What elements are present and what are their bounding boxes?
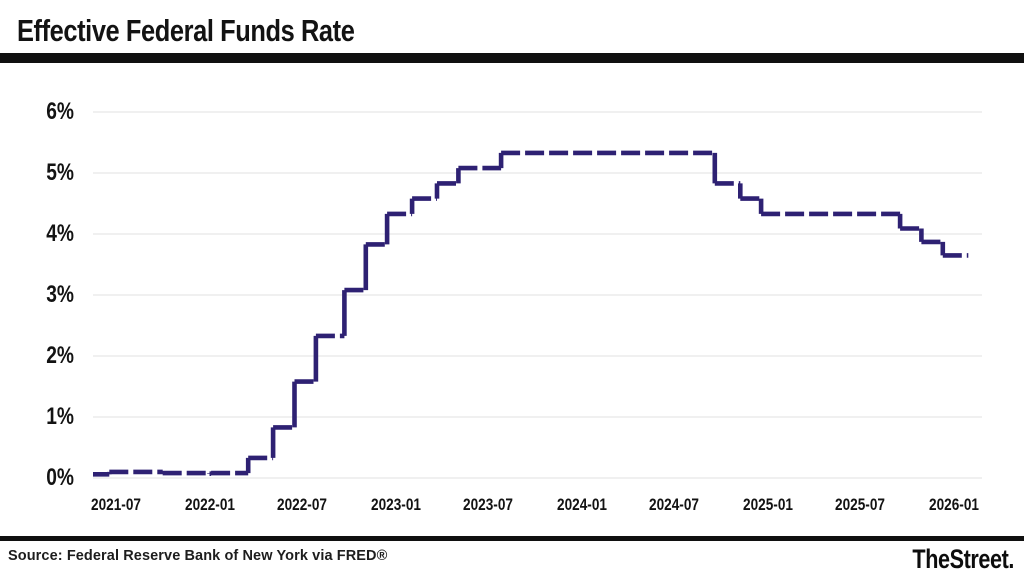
page-title: Effective Federal Funds Rate — [17, 13, 355, 48]
y-tick-label: 0% — [46, 464, 74, 491]
footer-divider-bar — [0, 536, 1024, 541]
x-tick-label: 2025-01 — [742, 495, 793, 514]
x-tick-label: 2022-07 — [277, 495, 328, 514]
x-tick-label: 2024-07 — [649, 495, 700, 514]
x-tick-label: 2021-07 — [91, 495, 142, 514]
y-tick-label: 6% — [46, 98, 74, 125]
x-tick-label: 2023-01 — [370, 495, 421, 514]
x-tick-label: 2026-01 — [928, 495, 979, 514]
y-tick-label: 1% — [46, 403, 74, 430]
title-divider-bar — [0, 53, 1024, 63]
x-tick-label: 2024-01 — [556, 495, 607, 514]
effr-line-vertical-steps — [107, 152, 946, 475]
x-tick-label: 2022-01 — [185, 495, 235, 514]
x-tick-label: 2023-07 — [462, 495, 513, 514]
y-tick-label: 2% — [46, 342, 74, 369]
source-attribution: Source: Federal Reserve Bank of New York… — [8, 548, 388, 564]
y-tick-label: 3% — [46, 281, 74, 308]
thestreet-logo: TheStreet. — [912, 544, 1014, 574]
effr-line-horizontal-steps — [93, 150, 969, 477]
y-tick-label: 5% — [46, 159, 74, 186]
x-tick-label: 2025-07 — [834, 495, 885, 514]
y-tick-label: 4% — [46, 220, 74, 247]
